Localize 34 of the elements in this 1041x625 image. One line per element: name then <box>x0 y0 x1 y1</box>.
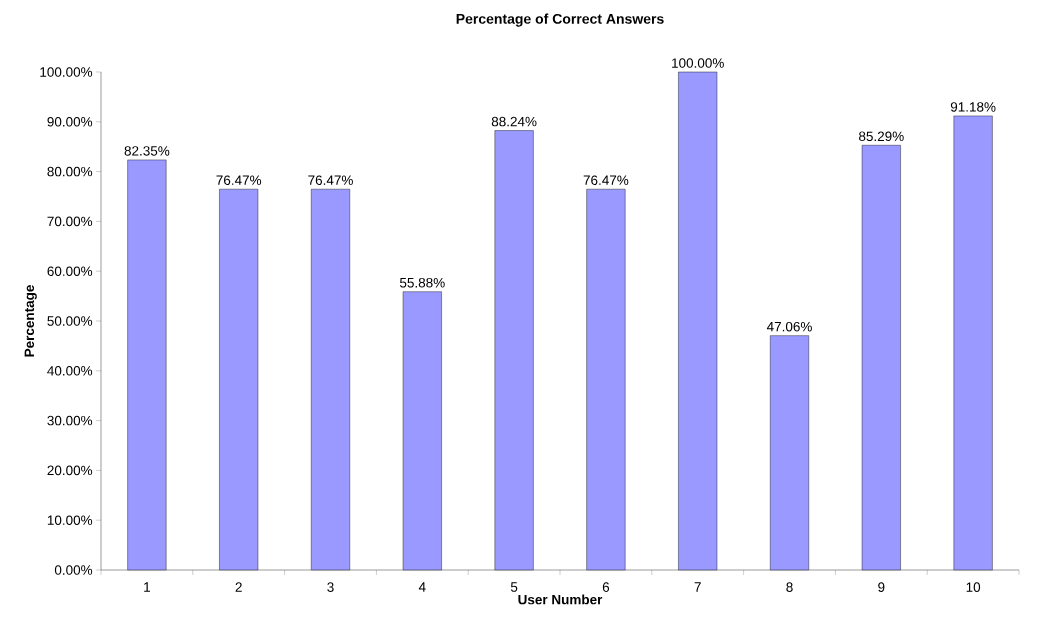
y-tick-label: 90.00% <box>47 117 93 127</box>
data-label: 100.00% <box>672 58 724 68</box>
data-label: 88.24% <box>491 116 537 127</box>
data-label: 85.29% <box>859 131 904 142</box>
x-tick-label: 7 <box>694 582 701 592</box>
x-tick-label: 4 <box>418 582 426 592</box>
data-label: 76.47% <box>583 175 629 185</box>
y-tick-label: 100.00% <box>40 67 93 77</box>
x-tick-label: 2 <box>235 582 242 592</box>
data-label: 76.47% <box>308 175 353 185</box>
y-tick-label: 0.00% <box>54 565 93 575</box>
y-tick-label: 20.00% <box>47 465 93 476</box>
x-axis-title: User Number <box>518 594 603 605</box>
x-tick-label: 8 <box>786 582 793 592</box>
y-tick-label: 40.00% <box>47 366 93 376</box>
x-tick-label: 6 <box>602 582 610 592</box>
y-tick-label: 80.00% <box>47 166 93 177</box>
y-axis-title: Percentage <box>24 285 37 357</box>
data-label: 55.88% <box>399 277 445 288</box>
x-tick-label: 1 <box>144 582 150 592</box>
x-tick-label: 10 <box>966 582 981 592</box>
data-label: 76.47% <box>216 175 262 185</box>
y-tick-label: 10.00% <box>47 515 93 525</box>
x-tick-label: 5 <box>510 582 518 592</box>
chart-title: Percentage of Correct Answers <box>456 13 664 27</box>
y-tick-label: 70.00% <box>47 216 93 227</box>
y-tick-label: 30.00% <box>47 415 93 426</box>
y-tick-label: 50.00% <box>47 316 93 326</box>
x-tick-label: 3 <box>327 582 334 592</box>
data-label: 47.06% <box>766 321 812 332</box>
x-tick-label: 9 <box>878 582 885 592</box>
data-label: 82.35% <box>124 146 170 156</box>
data-label: 91.18% <box>950 102 996 112</box>
y-tick-label: 60.00% <box>47 266 93 276</box>
